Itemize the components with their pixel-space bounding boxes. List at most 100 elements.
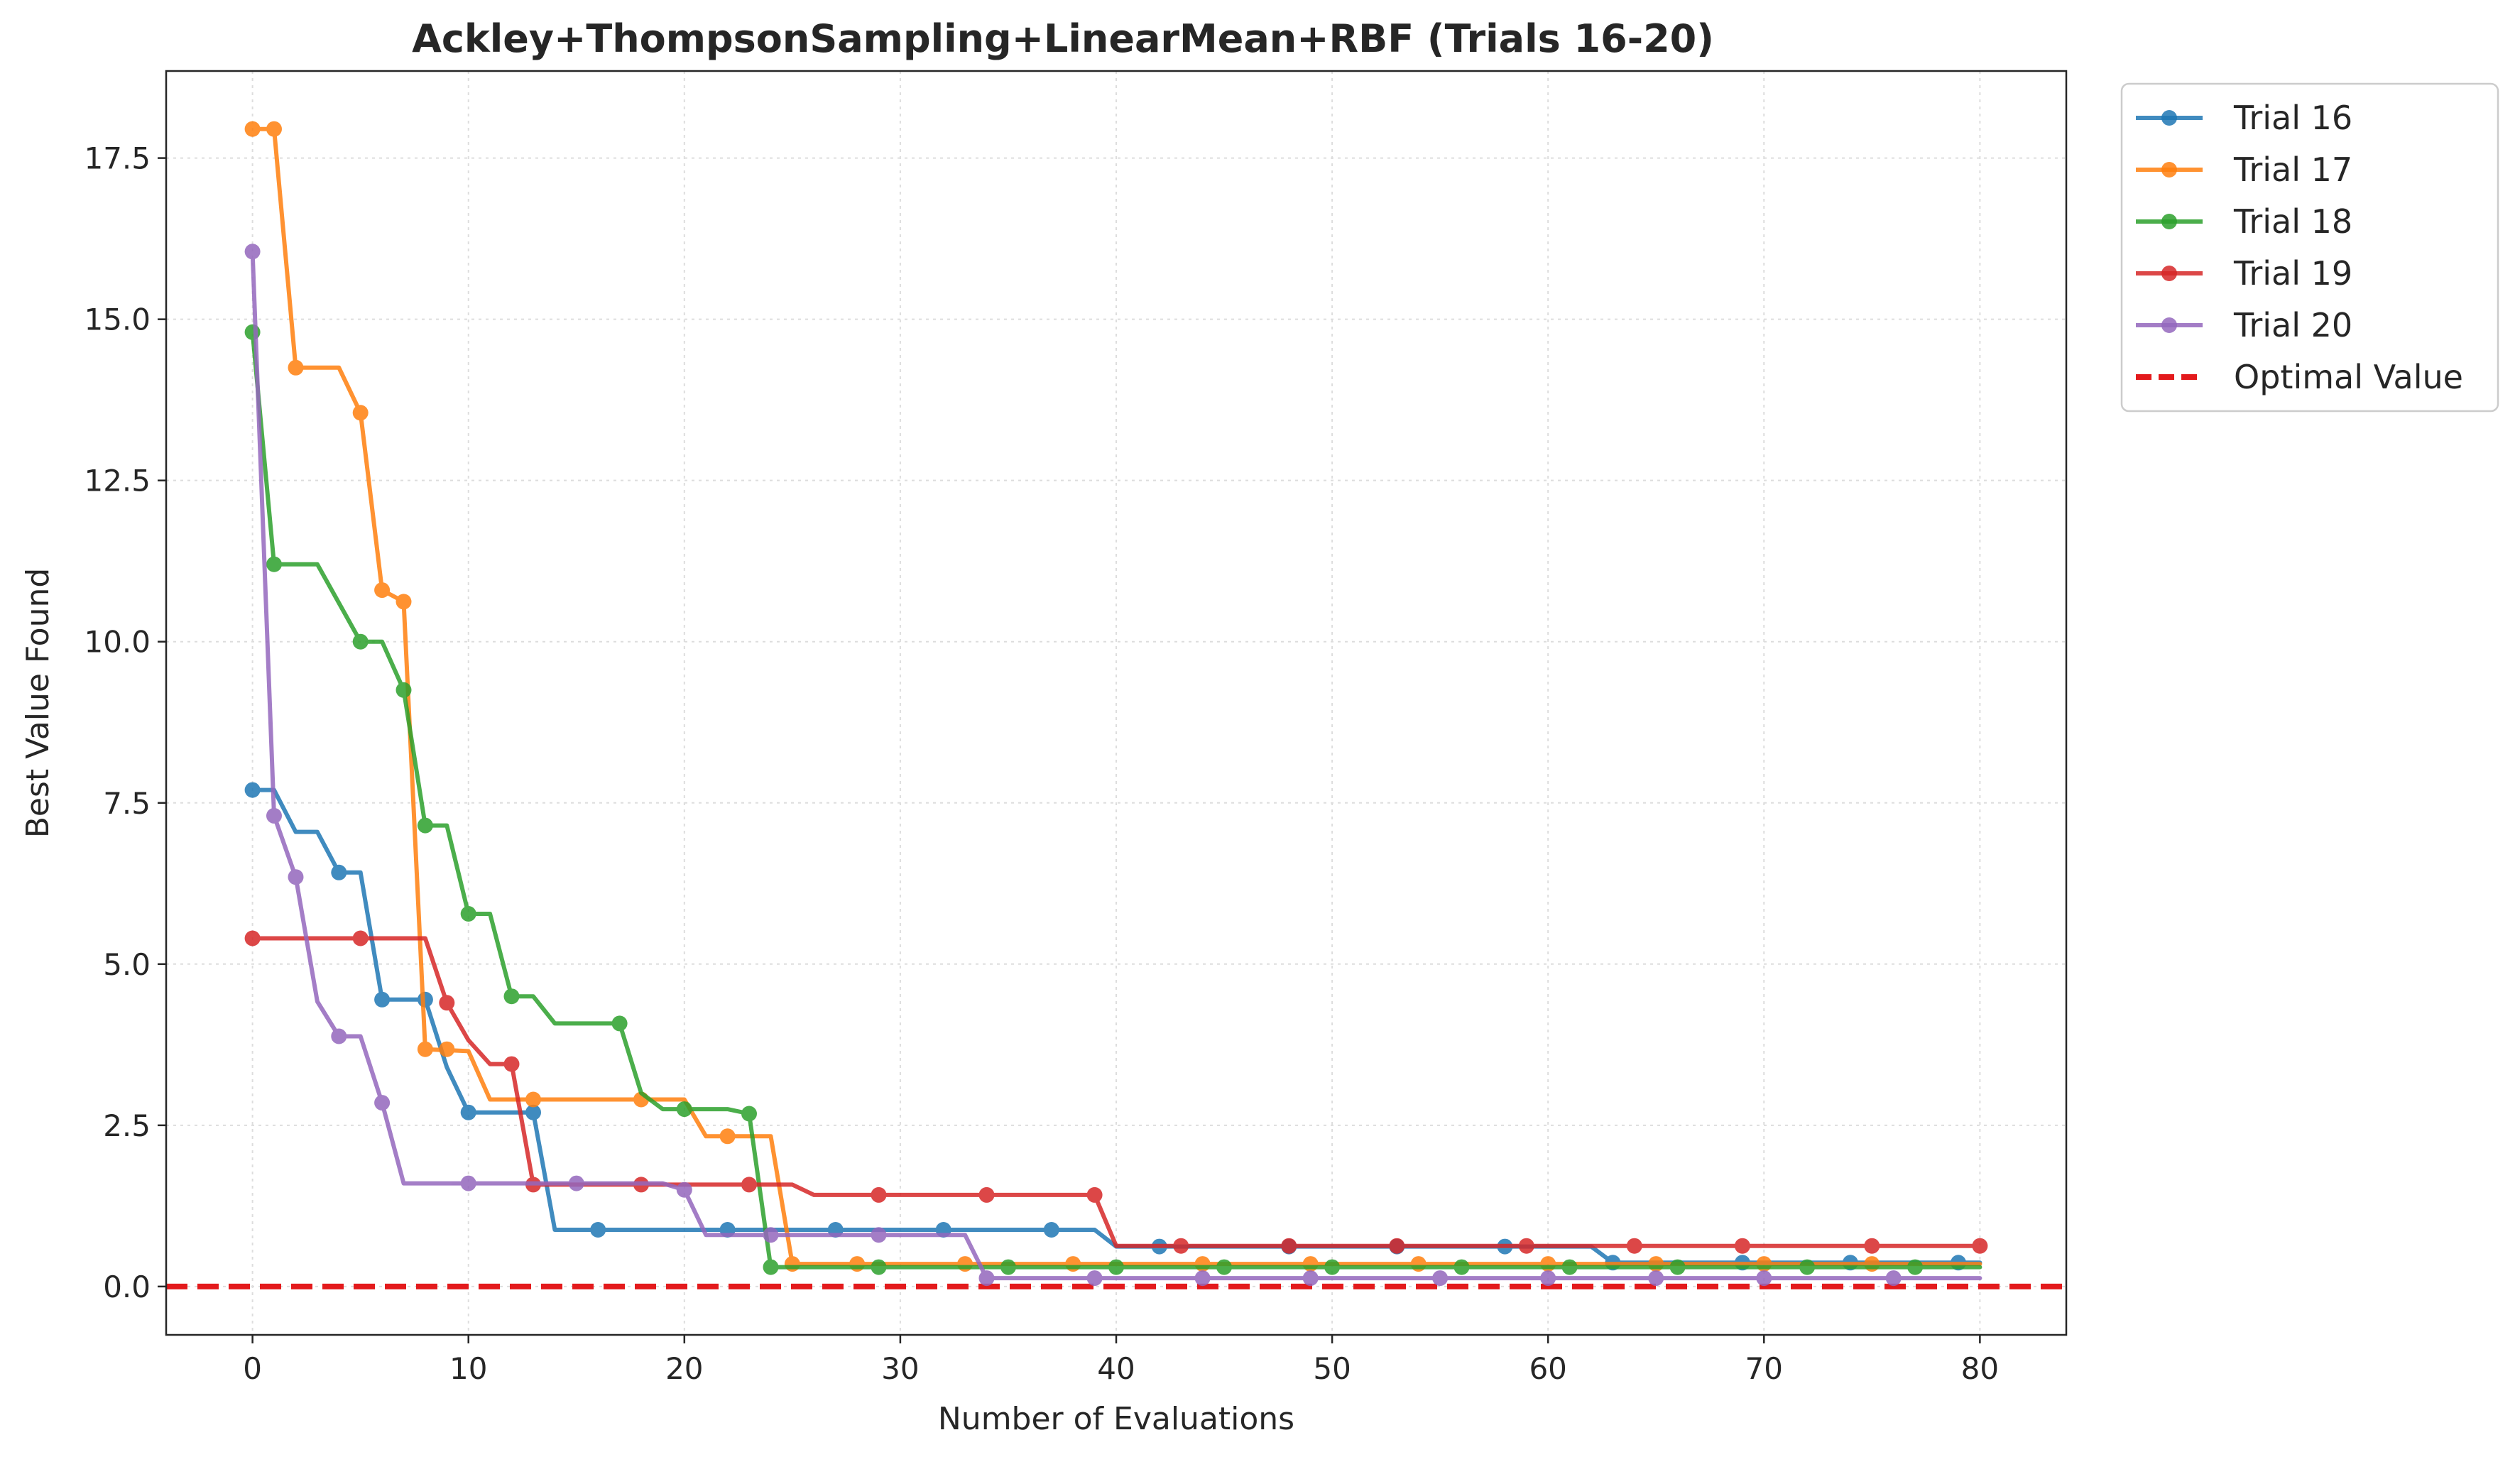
chart-title: Ackley+ThompsonSampling+LinearMean+RBF (… xyxy=(412,16,1714,61)
data-point xyxy=(352,930,369,946)
data-point xyxy=(1108,1259,1124,1275)
data-point xyxy=(871,1186,887,1203)
data-point xyxy=(1432,1270,1449,1287)
data-point xyxy=(417,1041,433,1057)
data-point xyxy=(741,1177,757,1193)
legend-label: Trial 20 xyxy=(2233,306,2352,344)
data-point xyxy=(871,1259,887,1275)
x-axis-ticks: 0 10 20 30 40 50 60 70 80 xyxy=(243,1335,1999,1386)
x-tick-label: 70 xyxy=(1745,1351,1783,1386)
legend-marker xyxy=(2161,317,2177,333)
legend-entry: Trial 17 xyxy=(2136,151,2352,189)
data-point xyxy=(244,121,261,137)
data-point xyxy=(439,995,455,1011)
series-line xyxy=(250,249,1982,1281)
data-point xyxy=(244,930,261,946)
x-tick-label: 10 xyxy=(449,1351,487,1386)
data-point xyxy=(352,405,369,421)
data-point xyxy=(266,556,282,572)
data-point xyxy=(331,864,347,880)
data-point xyxy=(503,988,520,1005)
series-line xyxy=(250,936,1982,1248)
data-point xyxy=(1086,1270,1103,1287)
data-point xyxy=(396,594,412,610)
data-point xyxy=(1302,1270,1319,1287)
data-point xyxy=(266,807,282,824)
y-tick-label: 7.5 xyxy=(103,786,151,821)
x-tick-label: 50 xyxy=(1313,1351,1351,1386)
data-point xyxy=(417,817,433,834)
series-3 xyxy=(244,324,1982,1275)
y-tick-label: 2.5 xyxy=(103,1108,151,1143)
plot-area xyxy=(165,70,2068,1336)
y-tick-label: 17.5 xyxy=(84,141,151,176)
data-point xyxy=(374,991,391,1008)
legend-label: Optimal Value xyxy=(2234,358,2463,396)
data-point xyxy=(352,633,369,650)
data-point xyxy=(741,1106,757,1122)
data-point xyxy=(568,1175,584,1191)
data-point xyxy=(1907,1259,1924,1275)
y-tick-label: 5.0 xyxy=(103,947,151,982)
series-layer xyxy=(244,121,1988,1287)
data-point xyxy=(1885,1270,1902,1287)
legend-label: Trial 19 xyxy=(2233,254,2352,293)
data-point xyxy=(1648,1270,1664,1287)
data-point xyxy=(1669,1259,1686,1275)
data-point xyxy=(1734,1238,1750,1254)
data-point xyxy=(1799,1259,1816,1275)
legend-label: Trial 18 xyxy=(2233,202,2352,241)
data-point xyxy=(439,1041,455,1057)
x-tick-label: 60 xyxy=(1529,1351,1566,1386)
data-point xyxy=(244,244,261,260)
series-5 xyxy=(244,244,1982,1287)
data-point xyxy=(784,1256,800,1272)
data-point xyxy=(1561,1259,1578,1275)
x-tick-label: 40 xyxy=(1097,1351,1135,1386)
legend-entry: Trial 20 xyxy=(2136,306,2352,344)
data-point xyxy=(288,869,304,885)
data-point xyxy=(266,121,282,137)
x-tick-label: 20 xyxy=(665,1351,703,1386)
data-point xyxy=(460,1175,476,1191)
data-point xyxy=(525,1104,541,1120)
data-point xyxy=(719,1128,736,1145)
data-point xyxy=(978,1186,995,1203)
legend-entry: Optimal Value xyxy=(2136,358,2463,396)
data-point xyxy=(957,1256,973,1272)
data-point xyxy=(244,782,261,798)
y-axis-label: Best Value Found xyxy=(20,568,56,839)
data-point xyxy=(978,1270,995,1287)
x-axis-label: Number of Evaluations xyxy=(938,1401,1294,1437)
data-point xyxy=(590,1222,606,1238)
data-point xyxy=(374,1095,391,1111)
data-point xyxy=(1626,1238,1642,1254)
data-point xyxy=(1410,1256,1427,1272)
data-point xyxy=(763,1227,779,1243)
data-point xyxy=(503,1056,520,1072)
x-tick-label: 30 xyxy=(881,1351,919,1386)
data-point xyxy=(763,1259,779,1275)
legend-entry: Trial 19 xyxy=(2136,254,2352,293)
legend: Trial 16 Trial 17 Trial 18 Trial 19 Trial 20… xyxy=(2120,82,2499,413)
data-point xyxy=(1086,1186,1103,1203)
series-4 xyxy=(244,930,1988,1254)
data-point xyxy=(1194,1256,1211,1272)
legend-marker xyxy=(2161,266,2177,281)
y-tick-label: 10.0 xyxy=(84,625,151,660)
data-point xyxy=(1864,1256,1880,1272)
legend-marker xyxy=(2161,110,2177,126)
data-point xyxy=(1756,1270,1772,1287)
data-point xyxy=(288,359,304,376)
data-point xyxy=(1043,1222,1059,1238)
data-point xyxy=(460,906,476,922)
data-point xyxy=(1540,1256,1556,1272)
y-tick-label: 0.0 xyxy=(103,1270,151,1304)
data-point xyxy=(1194,1270,1211,1287)
data-point xyxy=(871,1227,887,1243)
data-point xyxy=(1518,1238,1534,1254)
legend-label: Trial 16 xyxy=(2233,99,2352,137)
x-tick-label: 80 xyxy=(1961,1351,1999,1386)
data-point xyxy=(1216,1259,1232,1275)
